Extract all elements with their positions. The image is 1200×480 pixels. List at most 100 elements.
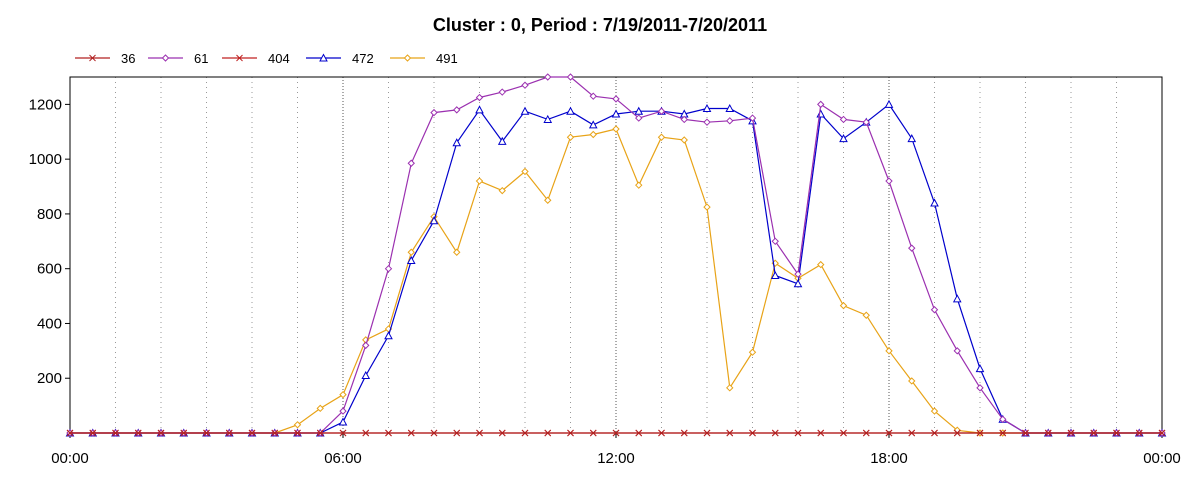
data-point <box>771 429 779 437</box>
data-point <box>66 429 74 437</box>
data-point <box>520 106 530 115</box>
data-point <box>161 54 170 62</box>
legend-label: 472 <box>352 51 374 66</box>
data-point <box>544 196 552 204</box>
data-point <box>634 106 644 115</box>
data-point <box>816 109 826 118</box>
legend-label: 61 <box>194 51 208 66</box>
data-point <box>476 429 483 437</box>
data-point <box>749 429 756 437</box>
data-point <box>726 429 734 437</box>
data-point <box>384 264 393 273</box>
data-point <box>362 341 370 350</box>
data-point <box>452 138 462 147</box>
data-point <box>770 270 780 280</box>
legend-label: 36 <box>121 51 135 66</box>
data-point <box>817 100 825 109</box>
data-point <box>89 429 97 437</box>
legend-item-472: 472 <box>306 51 374 66</box>
data-point <box>566 73 575 81</box>
data-point <box>339 390 347 399</box>
data-point <box>726 384 734 392</box>
data-point <box>930 306 939 314</box>
data-point <box>361 370 371 379</box>
series-472 <box>65 99 1167 437</box>
data-point <box>657 133 666 141</box>
data-point <box>840 429 847 437</box>
data-point <box>908 429 916 437</box>
data-point <box>498 429 506 437</box>
data-point <box>521 81 529 89</box>
data-point <box>384 331 393 340</box>
data-point <box>885 347 893 355</box>
data-point <box>771 237 779 246</box>
data-point <box>726 117 734 125</box>
data-point <box>862 311 870 319</box>
data-point <box>544 429 552 437</box>
data-point <box>703 203 711 211</box>
chart-title: Cluster : 0, Period : 7/19/2011-7/20/201… <box>433 15 767 35</box>
y-tick-label: 1200 <box>29 96 62 113</box>
x-tick-label: 06:00 <box>324 450 362 467</box>
data-point <box>316 404 324 413</box>
data-point <box>453 248 461 256</box>
data-point <box>976 429 984 437</box>
data-point <box>430 108 438 117</box>
data-point <box>406 255 416 264</box>
data-point <box>544 73 552 81</box>
legend-item-491: 491 <box>390 51 458 66</box>
data-point <box>236 54 243 62</box>
y-tick-label: 400 <box>37 315 62 332</box>
legend-label: 404 <box>268 51 290 66</box>
data-point <box>180 429 188 437</box>
legend-item-404: 404 <box>222 51 290 66</box>
data-point <box>794 270 802 278</box>
data-point <box>1135 429 1143 437</box>
data-point <box>680 136 688 144</box>
series-36 <box>66 429 1166 437</box>
data-point <box>271 429 279 437</box>
series-group <box>65 73 1167 437</box>
data-point <box>316 429 324 437</box>
data-point <box>862 118 870 126</box>
data-point <box>521 429 529 437</box>
data-point <box>725 103 735 112</box>
data-point <box>907 134 917 143</box>
data-point <box>453 429 461 437</box>
data-point <box>407 429 415 437</box>
data-point <box>635 429 643 437</box>
data-point <box>589 92 597 100</box>
data-point <box>589 130 597 139</box>
data-point <box>999 415 1007 424</box>
data-point <box>612 125 620 133</box>
data-point <box>635 181 643 189</box>
data-point <box>817 260 825 269</box>
data-point <box>403 54 412 62</box>
data-point <box>612 429 620 437</box>
data-point <box>407 248 415 256</box>
data-point <box>453 106 461 114</box>
data-point <box>953 429 961 437</box>
data-point <box>908 244 916 252</box>
data-point <box>794 429 802 437</box>
data-point <box>521 167 529 176</box>
data-point <box>657 107 666 115</box>
y-tick-label: 1000 <box>29 151 62 168</box>
data-point <box>839 301 848 310</box>
legend-label: 491 <box>436 51 458 66</box>
data-point <box>385 429 392 437</box>
data-point <box>931 429 938 437</box>
data-point <box>1067 429 1075 437</box>
data-point <box>112 429 119 437</box>
data-point <box>1090 429 1098 437</box>
x-tick-label: 00:00 <box>1143 450 1181 467</box>
data-point <box>702 103 712 112</box>
data-point <box>658 429 665 437</box>
data-point <box>293 421 302 429</box>
data-point <box>407 159 415 167</box>
data-point <box>588 120 598 129</box>
data-point <box>975 364 985 373</box>
data-point <box>748 348 757 356</box>
grid <box>115 77 1117 433</box>
